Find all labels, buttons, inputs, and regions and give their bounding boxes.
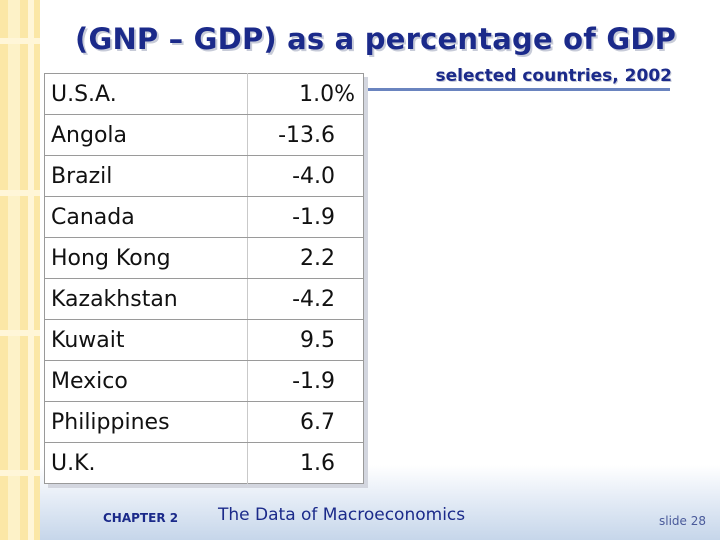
country-cell: Kazakhstan bbox=[44, 278, 248, 320]
country-cell: Canada bbox=[44, 196, 248, 238]
strip-stripe bbox=[28, 0, 34, 540]
value-cell: -13.6 bbox=[247, 114, 364, 156]
book-title: The Data of Macroeconomics bbox=[218, 505, 466, 525]
country-cell: Kuwait bbox=[44, 319, 248, 361]
table-row: Angola -13.6 bbox=[44, 114, 364, 156]
strip-band bbox=[0, 470, 40, 476]
value-cell: 6.7 bbox=[247, 401, 364, 443]
table-row: Kazakhstan -4.2 bbox=[44, 278, 364, 320]
table-row: Philippines 6.7 bbox=[44, 401, 364, 443]
country-cell: Brazil bbox=[44, 155, 248, 197]
value-cell: 1.0% bbox=[247, 73, 364, 115]
strip-band bbox=[0, 38, 40, 44]
table-row: Brazil -4.0 bbox=[44, 155, 364, 197]
country-cell: Mexico bbox=[44, 360, 248, 402]
table-row: Canada -1.9 bbox=[44, 196, 364, 238]
value-cell: -4.0 bbox=[247, 155, 364, 197]
strip-stripe bbox=[8, 0, 20, 540]
country-cell: U.K. bbox=[44, 442, 248, 484]
value-cell: -1.9 bbox=[247, 360, 364, 402]
country-cell: U.S.A. bbox=[44, 73, 248, 115]
subtitle-rule bbox=[365, 88, 670, 91]
data-table: U.S.A. 1.0% Angola -13.6 Brazil -4.0 Can… bbox=[44, 73, 364, 484]
strip-band bbox=[0, 330, 40, 336]
chapter-label: CHAPTER 2 bbox=[103, 511, 179, 525]
country-cell: Philippines bbox=[44, 401, 248, 443]
slide-number: slide 28 bbox=[658, 514, 706, 528]
value-cell: -1.9 bbox=[247, 196, 364, 238]
value-cell: 1.6 bbox=[300, 450, 335, 476]
table-row: U.S.A. 1.0% bbox=[44, 73, 364, 115]
value-cell: -4.2 bbox=[247, 278, 364, 320]
country-cell: Angola bbox=[44, 114, 248, 156]
value-cell: 9.5 bbox=[247, 319, 364, 361]
table-row: Kuwait 9.5 bbox=[44, 319, 364, 361]
country-cell: Hong Kong bbox=[44, 237, 248, 279]
decorative-left-strip bbox=[0, 0, 40, 540]
strip-band bbox=[0, 190, 40, 196]
table-row: U.K. 1.6 bbox=[44, 442, 364, 484]
value-cell: 2.2 bbox=[247, 237, 364, 279]
table-row: Mexico -1.9 bbox=[44, 360, 364, 402]
slide-subtitle: selected countries, 2002 bbox=[435, 66, 672, 86]
table-row: Hong Kong 2.2 bbox=[44, 237, 364, 279]
slide-title: (GNP – GDP) as a percentage of GDP bbox=[75, 22, 677, 56]
